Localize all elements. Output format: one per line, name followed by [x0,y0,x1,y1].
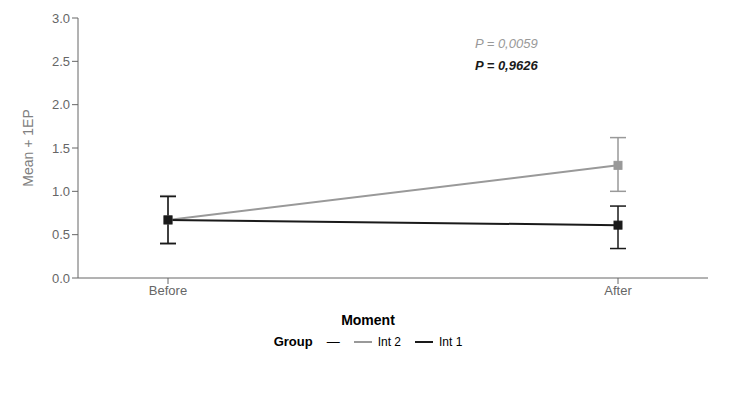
svg-text:1.5: 1.5 [52,141,70,156]
svg-text:0.0: 0.0 [52,271,70,286]
svg-text:3.0: 3.0 [52,11,70,26]
svg-text:0.5: 0.5 [52,227,70,242]
html-text:P = 0,9626: P = 0,9626 [474,58,538,74]
html-text:Moment: Moment [341,312,395,328]
html-text:Int 2: Int 2 [377,334,401,349]
html-text:P = 0,0059: P = 0,0059 [474,36,538,52]
svg-text:Mean + 1EP: Mean + 1EP [20,109,36,186]
svg-text:2.0: 2.0 [52,97,70,112]
html-text:Int 1: Int 1 [439,334,463,349]
html-text:Group: Group [273,334,313,349]
svg-text:1.0: 1.0 [52,184,70,199]
svg-text:After: After [604,283,632,298]
svg-text:2.5: 2.5 [52,54,70,69]
svg-text:Before: Before [149,283,187,298]
